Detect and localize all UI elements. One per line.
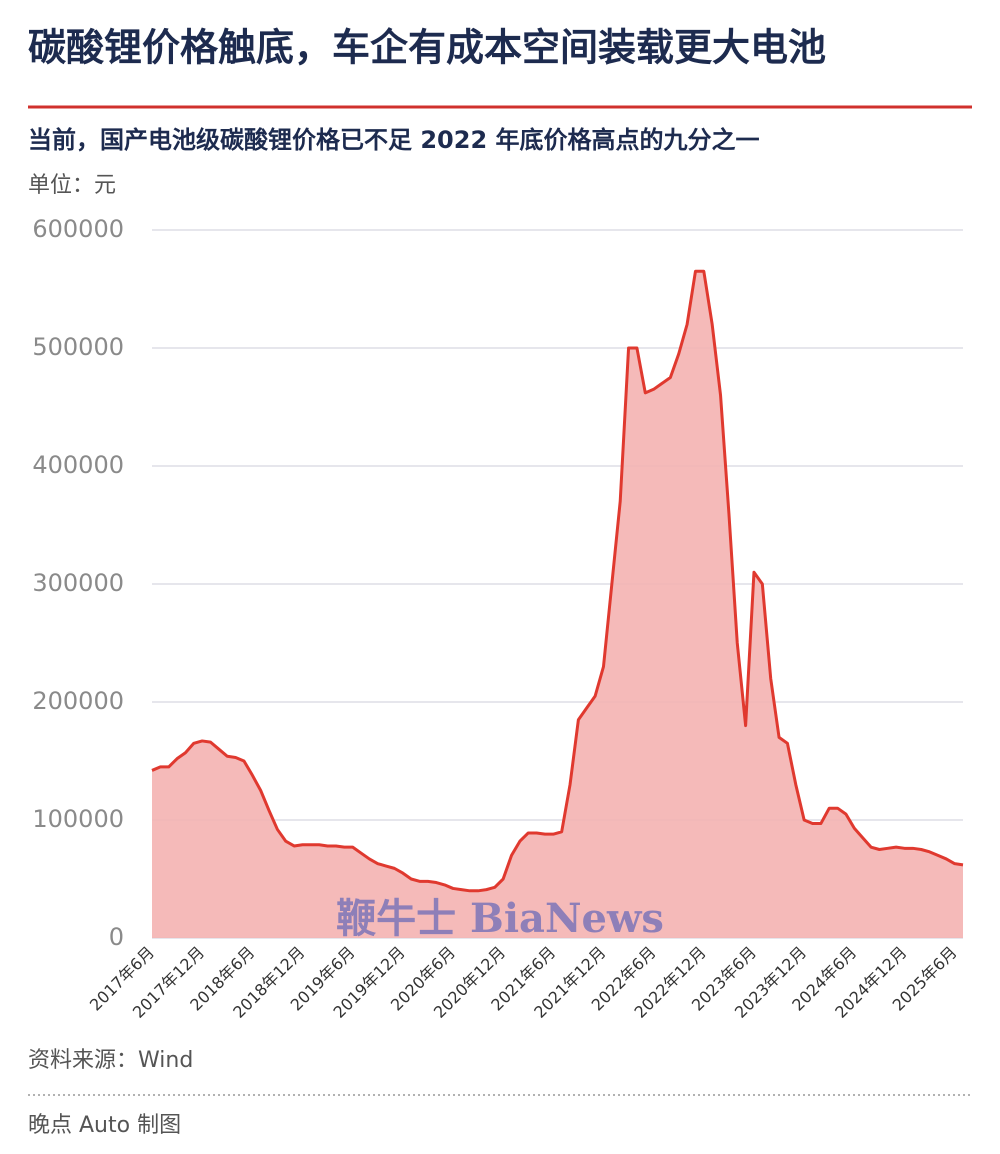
unit-label: 单位：元 bbox=[28, 173, 116, 198]
chart-subtitle: 当前，国产电池级碳酸锂价格已不足 2022 年底价格高点的九分之一 bbox=[28, 126, 760, 154]
credit: 晚点 Auto 制图 bbox=[28, 1113, 181, 1138]
y-tick-label: 0 bbox=[109, 923, 124, 951]
y-tick-label: 600000 bbox=[32, 215, 124, 243]
area-fill bbox=[152, 271, 963, 938]
price-line bbox=[151, 269, 964, 893]
chart-title: 碳酸锂价格触底，车企有成本空间装载更大电池 bbox=[28, 26, 826, 70]
y-tick-label: 300000 bbox=[32, 569, 124, 597]
y-tick-label: 100000 bbox=[32, 805, 124, 833]
y-tick-label: 500000 bbox=[32, 333, 124, 361]
source: 资料来源：Wind bbox=[28, 1048, 193, 1073]
y-tick-label: 400000 bbox=[32, 451, 124, 479]
y-tick-label: 200000 bbox=[32, 687, 124, 715]
watermark: 鞭牛士 BiaNews bbox=[336, 895, 664, 942]
